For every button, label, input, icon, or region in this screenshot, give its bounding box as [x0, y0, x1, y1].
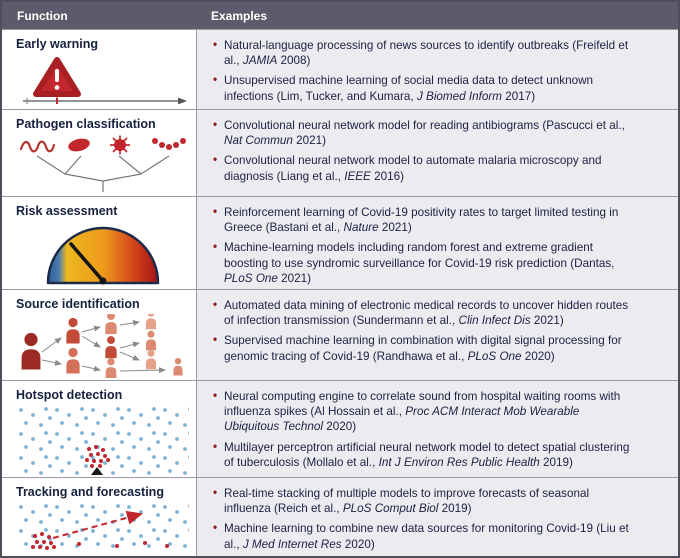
person-figures — [21, 314, 183, 378]
examples-list: Reinforcement learning of Covid-19 posit… — [213, 204, 668, 286]
transmission-arrows — [41, 319, 166, 374]
example-text: Supervised machine learning in combinati… — [224, 334, 622, 363]
function-label: Hotspot detection — [16, 388, 123, 402]
example-year: 2020) — [341, 537, 375, 551]
example-text: Automated data mining of electronic medi… — [224, 299, 629, 328]
example-item: Convolutional neural network model for r… — [213, 117, 636, 148]
hotspot-cluster — [85, 445, 110, 468]
example-item: Supervised machine learning in combinati… — [213, 332, 636, 363]
function-column-header: Function — [17, 8, 68, 23]
example-item: Machine-learning models including random… — [213, 239, 636, 286]
example-text: Unsupervised machine learning of social … — [224, 74, 594, 103]
table-header-row: Function Examples — [2, 2, 678, 29]
example-text: Convolutional neural network model to au… — [224, 154, 602, 183]
journal-name: IEEE — [344, 169, 371, 183]
table-row-source-identification: Source identification — [2, 289, 678, 380]
examples-list: Convolutional neural network model for r… — [213, 117, 668, 184]
example-year: 2017) — [502, 89, 536, 103]
table-row-risk-assessment: Risk assessment — [2, 196, 678, 289]
risk-gauge-icon — [46, 226, 160, 285]
pathogen-classification-icon — [19, 135, 186, 192]
example-item: Reinforcement learning of Covid-19 posit… — [213, 204, 636, 235]
strep-chain-pathogen — [152, 138, 186, 150]
example-year: 2019) — [539, 455, 573, 469]
example-year: 2020) — [322, 420, 357, 434]
table-row-pathogen-classification: Pathogen classification — [2, 109, 678, 196]
example-item: Neural computing engine to correlate sou… — [213, 388, 636, 435]
early-warning-icon — [23, 57, 187, 104]
example-text: Reinforcement learning of Covid-19 posit… — [224, 206, 619, 235]
source-identification-icon — [21, 314, 183, 378]
table-row-tracking-forecasting: Tracking and forecasting — [2, 477, 678, 556]
journal-name: Nat Commun — [224, 134, 293, 148]
examples-list: Natural-language processing of news sour… — [213, 37, 668, 104]
example-text: Multilayer perceptron artificial neural … — [224, 440, 630, 469]
function-label: Early warning — [16, 37, 98, 51]
examples-list: Automated data mining of electronic medi… — [213, 297, 668, 364]
population-dot-field — [17, 405, 189, 475]
example-item: Automated data mining of electronic medi… — [213, 297, 636, 328]
journal-name: PLoS Comput Biol — [342, 502, 439, 516]
phylogenetic-tree — [36, 155, 170, 192]
example-year: 2021) — [277, 271, 312, 285]
gauge-dial — [46, 226, 160, 285]
forecast-trend-arrow — [52, 510, 143, 539]
example-text: Real-time stacking of multiple models to… — [224, 487, 590, 516]
example-item: Unsupervised machine learning of social … — [213, 72, 636, 103]
example-item: Real-time stacking of multiple models to… — [213, 485, 636, 516]
example-year: 2020) — [521, 349, 555, 363]
journal-name: Nature — [343, 221, 379, 235]
examples-list: Real-time stacking of multiple models to… — [213, 485, 668, 552]
function-label: Risk assessment — [16, 204, 118, 218]
examples-column-header: Examples — [211, 8, 268, 23]
journal-name: Proc ACM Interact Mob Wearable Ubiquitou… — [224, 405, 580, 434]
function-label: Source identification — [16, 297, 140, 311]
example-text: Natural-language processing of news sour… — [224, 39, 629, 68]
table-row-early-warning: Early warning Natural-language processin… — [2, 29, 678, 109]
example-item: Multilayer perceptron artificial neural … — [213, 439, 636, 470]
gauge-needle — [69, 242, 105, 283]
tracking-forecasting-icon — [17, 502, 189, 552]
example-year: 2021) — [292, 134, 326, 148]
example-text: Machine-learning models including random… — [224, 241, 615, 270]
journal-name: Int J Environ Res Public Health — [378, 455, 540, 469]
journal-name: J Med Internet Res — [242, 537, 342, 551]
function-label: Tracking and forecasting — [16, 485, 164, 499]
hotspot-marker — [91, 467, 103, 475]
journal-name: PLoS One — [224, 271, 278, 285]
example-year: 2021) — [530, 314, 564, 328]
example-item: Natural-language processing of news sour… — [213, 37, 636, 68]
spirochete-pathogen — [19, 140, 56, 153]
bacterium-pathogen — [68, 138, 90, 152]
journal-name: Clin Infect Dis — [458, 314, 531, 328]
examples-list: Neural computing engine to correlate sou… — [213, 388, 668, 470]
journal-name: J Biomed Inform — [416, 89, 503, 103]
example-year: 2021) — [378, 221, 412, 235]
example-item: Convolutional neural network model to au… — [213, 152, 636, 183]
journal-name: PLoS One — [467, 349, 522, 363]
example-text: Machine learning to combine new data sou… — [224, 522, 629, 551]
example-year: 2019) — [438, 502, 472, 516]
population-dot-field — [17, 502, 189, 552]
example-year: 2016) — [370, 169, 404, 183]
example-text: Neural computing engine to correlate sou… — [224, 390, 621, 419]
case-cluster — [31, 532, 169, 550]
hotspot-detection-icon — [17, 405, 189, 475]
example-item: Machine learning to combine new data sou… — [213, 520, 636, 551]
example-year: 2008) — [277, 54, 311, 68]
example-text: Convolutional neural network model for r… — [224, 119, 625, 132]
journal-name: JAMIA — [242, 54, 278, 68]
table-row-hotspot-detection: Hotspot detection — [2, 380, 678, 477]
function-label: Pathogen classification — [16, 117, 156, 131]
